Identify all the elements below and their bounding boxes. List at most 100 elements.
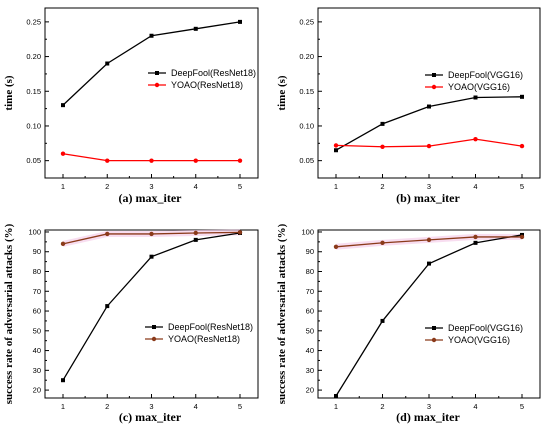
legend-label: YOAO(VGG16) [448,82,510,92]
x-tick-label: 2 [380,182,384,191]
data-point [105,304,110,309]
legend-label: YOAO(ResNet18) [171,80,243,90]
legend-label: YOAO(ResNet18) [168,334,240,344]
series-line-1 [335,234,523,397]
data-point [60,151,66,156]
x-tick-label: 3 [149,182,153,191]
data-point [105,231,110,237]
x-tick-label: 2 [105,182,109,191]
y-tick-label: 0.05 [299,156,314,165]
y-tick-label: 50 [33,326,41,335]
x-tick-label: 3 [427,402,431,411]
x-tick-label: 2 [380,402,384,411]
plot-frame [317,229,541,399]
data-point [473,95,478,100]
data-point [149,231,154,237]
panel-caption: (b) max_iter [396,191,460,205]
y-tick-label: 0.05 [26,156,41,165]
legend-label: DeepFool(ResNet18) [168,322,253,332]
y-tick-label: 0.10 [299,121,314,130]
x-tick-label: 5 [238,402,242,411]
chart-panel-2: 1 2 3 4 5 0.05 0.10 0.15 0.20 0.25 time (s) (b) max… [276,7,541,205]
data-point [519,143,525,149]
y-axis-label: success rate of adversarial attacks (%) [3,223,15,404]
y-tick-label: 90 [306,247,314,256]
x-tick-label: 4 [473,182,477,191]
y-tick-label: 100 [28,227,41,236]
chart-panel-3: 1 2 3 4 5 20 30 40 50 60 70 80 90 100 success rate of … [3,223,259,424]
y-tick-label: 0.15 [299,87,314,96]
data-point [427,261,431,266]
chart-panel-1: 1 2 3 4 5 0.05 0.10 0.15 0.20 0.25 time (s) (a) max… [3,7,259,205]
y-axis-label: time (s) [3,75,15,110]
x-tick-label: 1 [334,182,338,191]
y-tick-label: 70 [33,287,41,296]
y-tick-label: 0.20 [299,52,314,61]
y-tick-label: 90 [33,247,41,256]
legend-label: DeepFool(ResNet18) [171,68,256,78]
data-point [519,234,525,240]
x-tick-label: 5 [520,182,524,191]
data-point [334,148,338,153]
legend-swatch-marker [154,82,160,88]
y-tick-label: 40 [306,346,314,355]
y-axis-label: time (s) [276,75,288,110]
data-point [380,318,385,323]
x-tick-label: 1 [61,402,65,411]
data-point [426,237,432,243]
data-point [334,394,338,399]
data-point [237,158,243,163]
data-point [237,230,243,235]
y-tick-label: 80 [33,267,41,276]
data-point [193,26,198,31]
data-point [61,378,65,383]
x-tick-label: 4 [473,402,477,411]
x-tick-label: 5 [238,182,242,191]
x-tick-label: 4 [194,182,198,191]
data-point [426,143,432,149]
data-point [238,19,242,24]
data-point [193,158,198,163]
plot-frame [317,7,541,179]
data-point [427,104,431,109]
x-tick-label: 3 [427,182,431,191]
y-tick-label: 30 [33,366,41,375]
data-point [61,103,65,108]
panel-caption: (d) max_iter [396,410,460,424]
y-tick-label: 20 [306,386,314,395]
legend-swatch-marker [431,84,437,90]
data-point [105,61,110,66]
data-point [60,241,66,247]
x-tick-label: 1 [334,402,338,411]
y-tick-label: 20 [33,386,41,395]
data-point [149,33,154,38]
legend-label: DeepFool(VGG16) [448,70,523,80]
y-tick-label: 80 [306,267,314,276]
y-tick-label: 0.25 [299,17,314,26]
data-point [149,158,154,163]
y-tick-label: 50 [306,326,314,335]
legend-swatch-marker [432,73,436,77]
data-point [380,240,385,246]
data-point [380,144,385,149]
data-point [333,143,339,148]
x-tick-label: 3 [149,402,153,411]
legend-swatch-marker [152,325,156,329]
y-tick-label: 60 [33,307,41,316]
y-tick-label: 60 [306,307,314,316]
panel-caption: (c) max_iter [119,410,182,424]
chart-panel-4: 1 2 3 4 5 20 30 40 50 60 70 80 90 100 success rate of … [276,223,541,424]
y-tick-label: 100 [301,227,314,236]
plot-frame [44,7,259,179]
y-tick-label: 0.20 [26,52,41,61]
y-tick-label: 0.25 [26,17,41,26]
y-tick-label: 0.15 [26,87,41,96]
panel-caption: (a) max_iter [119,191,183,205]
y-tick-label: 70 [306,287,314,296]
legend-label: DeepFool(VGG16) [448,323,523,333]
x-tick-label: 4 [194,402,198,411]
data-point [149,254,154,259]
x-tick-label: 5 [520,402,524,411]
data-point [105,158,110,163]
